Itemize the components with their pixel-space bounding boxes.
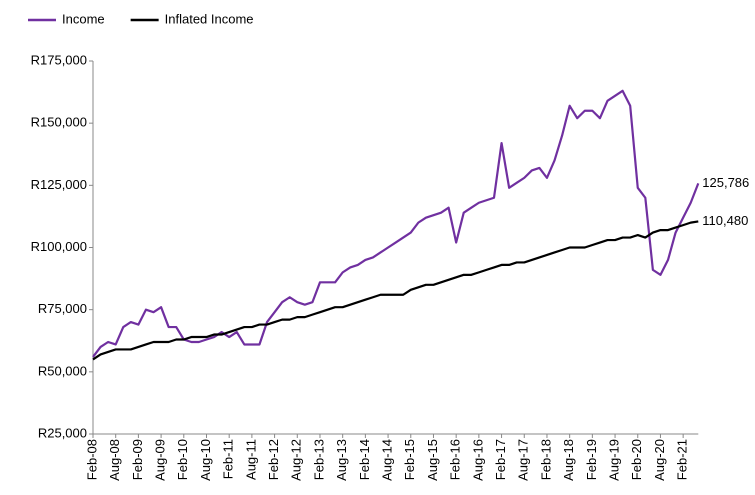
- legend-label: Inflated Income: [165, 11, 254, 26]
- line-series: [92, 220, 699, 361]
- x-tick-label: Feb-21: [675, 439, 690, 480]
- x-tick-label: Feb-09: [130, 439, 145, 480]
- x-tick-label: Aug-12: [289, 439, 304, 481]
- x-tick-label: Aug-13: [334, 439, 349, 481]
- x-tick-label: Aug-20: [652, 439, 667, 481]
- x-tick-label: Feb-14: [357, 439, 372, 480]
- x-tick-label: Feb-13: [311, 439, 326, 480]
- x-tick-label: Aug-14: [380, 439, 395, 481]
- x-tick-label: Feb-20: [629, 439, 644, 480]
- x-tick-label: Aug-15: [425, 439, 440, 481]
- x-tick-label: Aug-16: [470, 439, 485, 481]
- data-label: 110,480: [702, 213, 748, 228]
- line-series: [92, 89, 700, 358]
- x-tick-label: Aug-08: [107, 439, 122, 481]
- x-tick-label: Aug-18: [561, 439, 576, 481]
- y-tick-label: R25,000: [38, 425, 87, 440]
- x-tick-label: Aug-11: [243, 439, 258, 480]
- legend-label: Income: [62, 11, 105, 26]
- x-tick-label: Feb-18: [538, 439, 553, 480]
- x-tick-label: Aug-17: [516, 439, 531, 481]
- x-tick-label: Aug-09: [153, 439, 168, 481]
- data-label: 125,786: [702, 175, 749, 190]
- x-tick-label: Feb-12: [266, 439, 281, 480]
- x-tick-label: Feb-17: [493, 439, 508, 480]
- y-tick-label: R75,000: [38, 301, 87, 316]
- x-tick-label: Feb-08: [84, 439, 99, 480]
- y-tick-label: R50,000: [38, 363, 87, 378]
- y-tick-label: R100,000: [31, 239, 87, 254]
- y-tick-label: R175,000: [31, 52, 87, 67]
- x-tick-label: Feb-16: [448, 439, 463, 480]
- x-tick-label: Feb-15: [402, 439, 417, 480]
- x-tick-label: Feb-19: [584, 439, 599, 480]
- y-tick-label: R125,000: [31, 177, 87, 192]
- x-tick-label: Aug-10: [198, 439, 213, 481]
- y-tick-label: R150,000: [31, 115, 87, 130]
- x-tick-label: Feb-10: [175, 439, 190, 480]
- x-tick-label: Feb-11: [221, 439, 236, 479]
- x-tick-label: Aug-19: [606, 439, 621, 481]
